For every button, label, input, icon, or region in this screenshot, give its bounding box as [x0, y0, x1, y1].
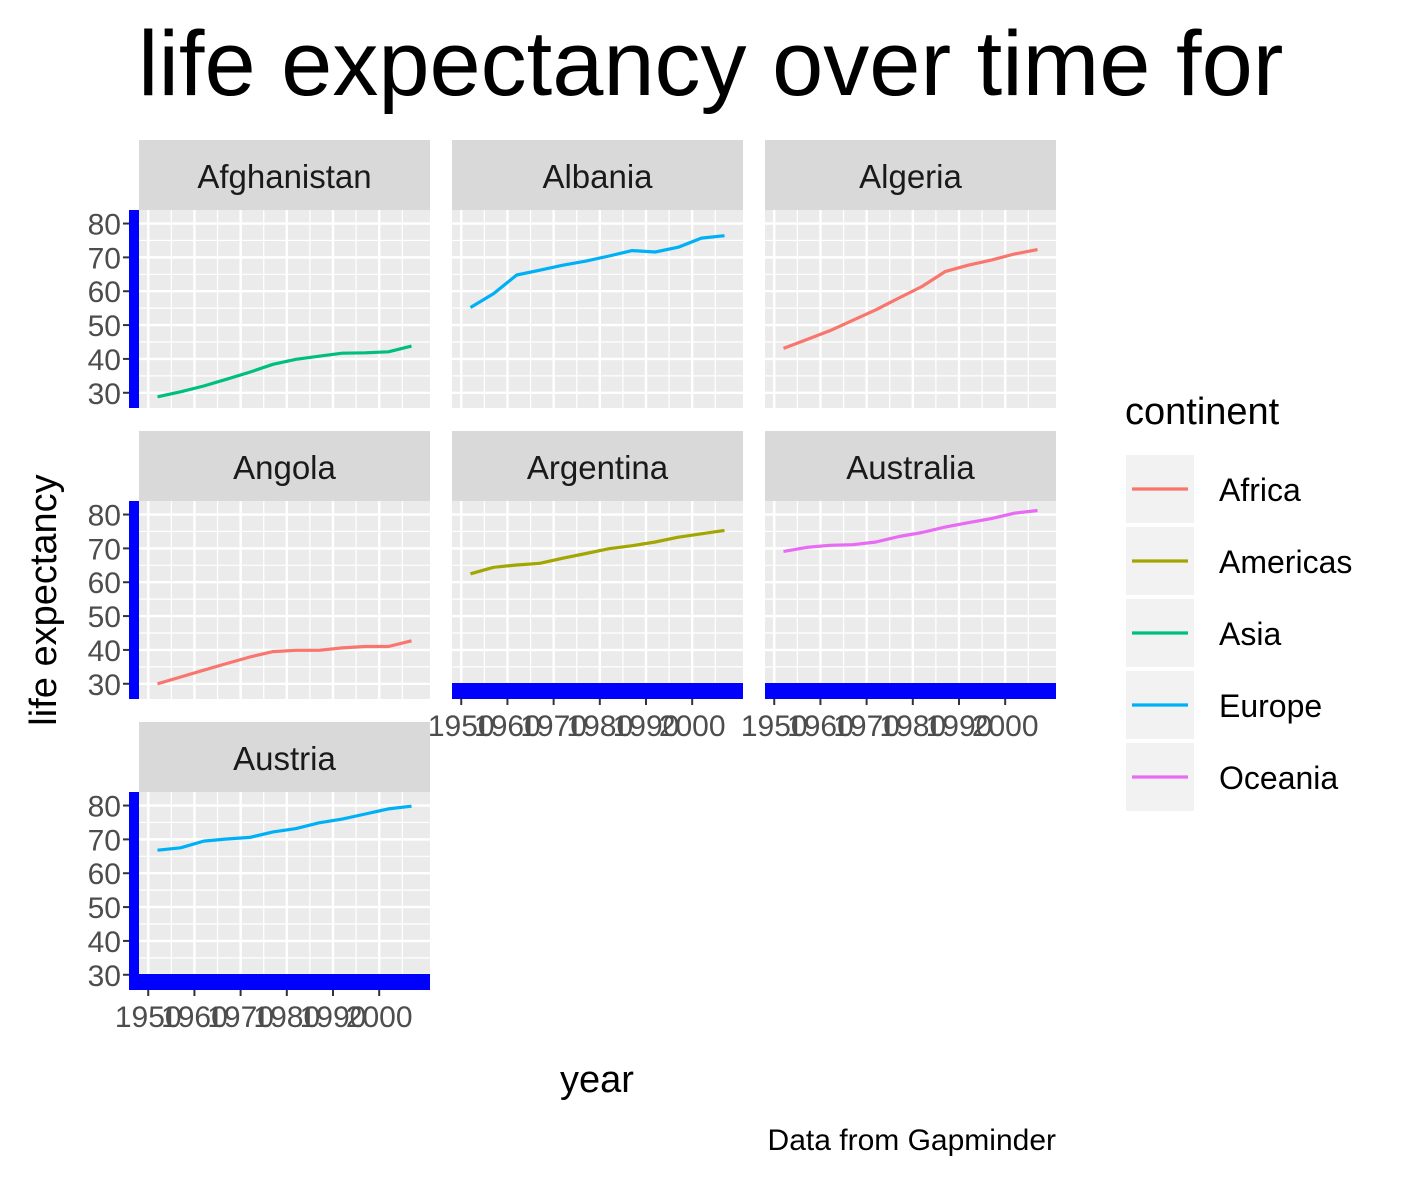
x-axis-line: [452, 683, 743, 699]
x-tick-label: 1970: [207, 1001, 274, 1034]
legend-label: Africa: [1219, 472, 1301, 508]
y-tick-label: 30: [88, 378, 121, 411]
legend-entry: Americas: [1126, 527, 1352, 595]
facet-strip-label: Australia: [846, 449, 975, 486]
y-tick-label: 60: [88, 858, 121, 891]
legend-label: Europe: [1219, 688, 1322, 724]
x-tick-label: 1970: [520, 710, 587, 743]
chart-caption: Data from Gapminder: [768, 1124, 1056, 1157]
series-line-algeria: [782, 248, 1038, 350]
y-tick-label: 50: [88, 310, 121, 343]
y-tick-label: 70: [88, 533, 121, 566]
facet-strip: [452, 431, 743, 501]
y-axis-line: [129, 792, 139, 990]
series-line-albania: [469, 234, 725, 309]
legend-entry: Asia: [1126, 599, 1281, 667]
x-tick-label: 1980: [253, 1001, 320, 1034]
legend-entry: Oceania: [1126, 743, 1338, 811]
legend-label: Americas: [1219, 544, 1352, 580]
legend-label: Oceania: [1219, 760, 1338, 796]
y-axis-title: life expectancy: [23, 474, 65, 725]
series-line-australia: [783, 508, 1038, 553]
x-tick-label: 1950: [428, 710, 495, 743]
y-tick-label: 80: [88, 500, 121, 533]
facet-strip: [452, 140, 743, 210]
y-tick-label: 50: [88, 892, 121, 925]
facet-strip: [139, 431, 430, 501]
legend: continent Africa Americas Asia Europe Oceani…: [1125, 391, 1352, 811]
facet-strip-label: Angola: [233, 449, 336, 486]
panel-background: [452, 501, 743, 699]
facet-strip: [139, 140, 430, 210]
facet-strip-label: Argentina: [527, 449, 669, 486]
x-tick-label: 1990: [300, 1001, 367, 1034]
facet-strip: [765, 140, 1056, 210]
y-tick-label: 80: [88, 791, 121, 824]
panel-background: [139, 210, 430, 408]
y-axis-line: [129, 501, 139, 699]
y-tick-label: 60: [88, 276, 121, 309]
series-line-austria: [157, 804, 412, 852]
x-tick-label: 1960: [474, 710, 541, 743]
x-tick-label: 1980: [879, 710, 946, 743]
y-tick-label: 40: [88, 926, 121, 959]
facet-panel: Albania: [452, 140, 743, 408]
x-axis-line: [765, 683, 1056, 699]
x-tick-label: 2000: [659, 710, 726, 743]
legend-entry: Europe: [1126, 671, 1322, 739]
y-tick-label: 30: [88, 960, 121, 993]
legend-title: continent: [1125, 391, 1280, 433]
x-tick-label: 1950: [115, 1001, 182, 1034]
x-tick-label: 1970: [833, 710, 900, 743]
panel-background: [765, 210, 1056, 408]
facet-strip-label: Albania: [542, 158, 653, 195]
x-tick-label: 2000: [346, 1001, 413, 1034]
facet-strip: [139, 722, 430, 792]
x-tick-label: 1960: [787, 710, 854, 743]
series-line-afghanistan: [157, 344, 412, 399]
y-tick-label: 60: [88, 567, 121, 600]
x-tick-label: 1990: [613, 710, 680, 743]
y-axis-line: [129, 210, 139, 408]
legend-label: Asia: [1219, 616, 1281, 652]
panel-background: [452, 210, 743, 408]
panel-background: [139, 501, 430, 699]
x-tick-label: 1980: [566, 710, 633, 743]
facet-strip-label: Afghanistan: [197, 158, 371, 195]
series-line-angola: [157, 639, 412, 686]
y-tick-label: 30: [88, 669, 121, 702]
y-tick-label: 50: [88, 601, 121, 634]
facet-panel: Algeria: [765, 140, 1056, 408]
chart-title: life expectancy over time for: [138, 13, 1283, 115]
y-tick-label: 70: [88, 242, 121, 275]
y-tick-label: 40: [88, 635, 121, 668]
y-tick-label: 40: [88, 344, 121, 377]
facet-strip: [765, 431, 1056, 501]
y-tick-label: 80: [88, 209, 121, 242]
x-tick-label: 1990: [926, 710, 993, 743]
x-tick-label: 1950: [741, 710, 808, 743]
y-tick-label: 70: [88, 824, 121, 857]
x-tick-label: 2000: [972, 710, 1039, 743]
series-line-argentina: [470, 528, 725, 576]
panel-background: [765, 501, 1056, 699]
legend-entry: Africa: [1126, 455, 1301, 523]
x-axis-title: year: [560, 1059, 634, 1101]
panel-background: [139, 792, 430, 990]
x-tick-label: 1960: [161, 1001, 228, 1034]
facet-strip-label: Austria: [233, 740, 336, 777]
x-axis-line: [129, 974, 430, 990]
facet-strip-label: Algeria: [859, 158, 962, 195]
